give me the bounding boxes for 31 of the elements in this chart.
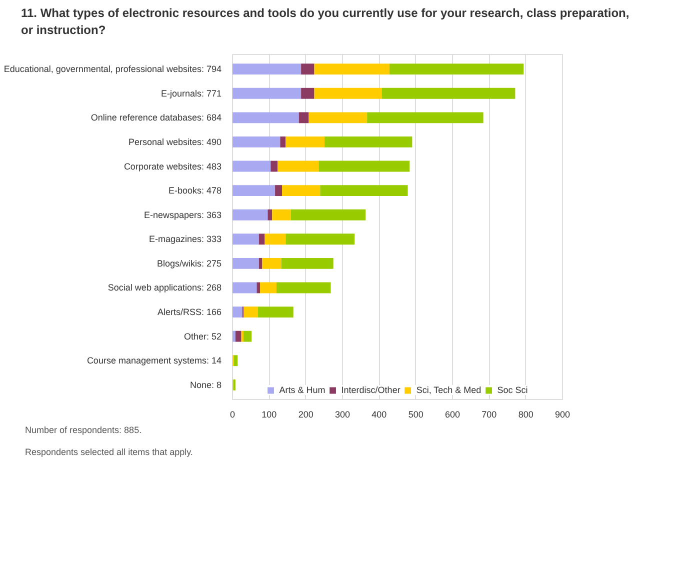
x-tick-label: 300 (334, 410, 350, 420)
x-tick-label: 100 (262, 410, 277, 420)
y-tick-label: Alerts/RSS: 166 (157, 307, 222, 318)
x-tick-label: 400 (372, 410, 387, 420)
text: Respondents selected all items that apply. (25, 446, 193, 459)
x-tick-label: 800 (518, 410, 534, 420)
x-tick-label: 600 (444, 410, 460, 420)
y-tick-label: E-newspapers: 363 (144, 210, 222, 220)
x-tick-label: 200 (298, 410, 314, 420)
y-tick-label: None: 8 (190, 380, 222, 390)
legend-label: Interdisc/Other (341, 385, 400, 396)
y-tick-label: Social web applications: 268 (108, 283, 222, 294)
y-tick-label: E-books: 478 (168, 186, 222, 196)
x-tick-label: 500 (408, 410, 424, 420)
y-tick-label: Personal websites: 490 (128, 137, 222, 148)
y-tick-label: Blogs/wikis: 275 (156, 258, 222, 269)
y-tick-label: Course management systems: 14 (86, 356, 222, 366)
legend-label: Soc Sci (497, 385, 528, 396)
y-tick-label: E-journals: 771 (160, 88, 222, 99)
legend-label: Arts & Hum (279, 385, 326, 396)
y-tick-label: Other: 52 (184, 332, 222, 342)
x-tick-label: 900 (554, 410, 570, 420)
y-tick-label: Online reference databases: 684 (90, 112, 222, 123)
chart-title: 11. What types of electronic resources and tools do you currently use for your research, class preparation, or instruction? (21, 5, 630, 40)
x-tick-label: 0 (230, 410, 236, 420)
x-tick-label: 700 (482, 410, 497, 420)
y-tick-label: E-magazines: 333 (148, 234, 222, 244)
y-tick-label: Educational, governmental, professional websites: 794 (4, 64, 222, 74)
y-tick-label: Corporate websites: 483 (124, 162, 222, 172)
legend-label: Sci, Tech & Med (416, 385, 482, 396)
text: Number of respondents: 885. (25, 424, 142, 438)
